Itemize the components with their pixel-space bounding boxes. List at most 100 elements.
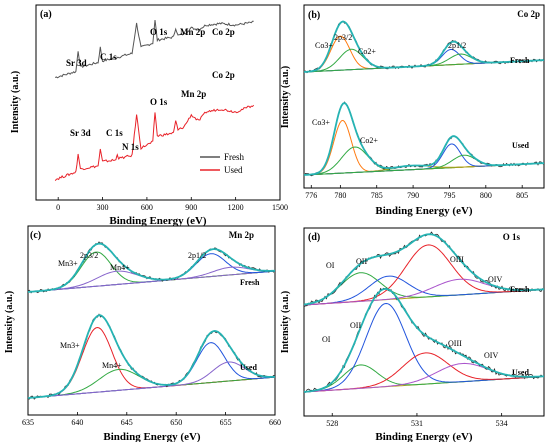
x-tick-label: 0	[56, 203, 60, 212]
a-used-n1s: N 1s	[122, 142, 139, 152]
x-tick-label: 805	[516, 191, 528, 200]
c-fresh-label: Fresh	[240, 278, 260, 287]
raw-spectrum-used	[303, 287, 545, 393]
x-tick-label: 645	[121, 418, 133, 427]
d-fresh-oi-label: OI	[326, 261, 335, 270]
panel-c-frame	[27, 225, 276, 416]
component-fresh-mn2p1-2-mn4-	[27, 266, 275, 293]
x-tick-label: 785	[371, 191, 383, 200]
panel-d-title: O 1s	[503, 232, 521, 242]
d-used-oiii-label: OIII	[448, 339, 462, 348]
component-used-oiv	[303, 362, 545, 393]
a-used-c1s: C 1s	[106, 128, 123, 138]
panel-a: (a) 0 300 600 900 1200 1500 Binding Energy (e…	[10, 4, 288, 227]
d-fresh-label: Fresh	[510, 285, 530, 294]
x-tick-label: 780	[334, 191, 346, 200]
fit-envelope-used	[303, 101, 545, 176]
d-fresh-oii-label: OII	[356, 257, 367, 266]
panel-b: (b) Co 2p 776 780 785 790 795 800 805 Binding …	[280, 4, 545, 217]
panel-a-tag: (a)	[40, 9, 52, 20]
d-fresh-oiv-label: OIV	[488, 275, 502, 284]
component-fresh-co2-	[303, 48, 545, 73]
c-fresh-mn4-label: Mn4+	[110, 263, 130, 272]
panel-b-curves	[303, 20, 545, 177]
panel-b-frame	[303, 4, 545, 189]
panel-a-x-ticks: 0 300 600 900 1200 1500	[56, 197, 288, 212]
raw-spectrum-used	[27, 313, 276, 400]
x-tick-label: 660	[269, 418, 281, 427]
c-used-mn3-label: Mn3+	[60, 341, 80, 350]
a-fresh-o1s: O 1s	[150, 27, 168, 37]
a-used-mn2p: Mn 2p	[181, 89, 206, 99]
x-tick-label: 600	[141, 203, 153, 212]
panel-d-x-ticks: 528 531 534	[326, 413, 508, 428]
fit-envelope-fresh	[27, 242, 275, 293]
component-used-co3-	[303, 119, 545, 176]
panel-a-series	[54, 20, 255, 182]
legend-used-label: Used	[224, 165, 243, 175]
b-2p32-label: 2p3/2	[334, 33, 352, 42]
d-used-oi-label: OI	[322, 335, 331, 344]
component-fresh-oiii	[303, 244, 545, 306]
panel-a-ylabel: Intensity (a.u.)	[10, 71, 21, 134]
c-fresh-mn3-label: Mn3+	[58, 259, 78, 268]
raw-spectrum-fresh	[303, 231, 545, 307]
x-tick-label: 528	[326, 419, 338, 428]
panel-a-legend: Fresh Used	[200, 152, 244, 175]
panel-d-frame	[303, 227, 545, 417]
component-used-co2-	[303, 146, 545, 176]
c-used-mn4-label: Mn4+	[102, 361, 122, 370]
d-fresh-oiii-label: OIII	[450, 255, 464, 264]
component-used-mn4-	[27, 368, 276, 399]
b-used-co3-label: Co3+	[312, 118, 330, 127]
panel-d-ylabel: Intensity (a.u.)	[280, 291, 291, 354]
component-used-mn2p1-2-mn4-	[27, 361, 276, 399]
panel-b-title: Co 2p	[517, 9, 540, 19]
panel-b-x-ticks: 776 780 785 790 795 800 805	[305, 185, 528, 200]
x-tick-label: 531	[411, 419, 423, 428]
component-fresh-co2p1-2-co3-	[303, 48, 545, 73]
component-used-mn2p1-2-mn3-	[27, 342, 276, 399]
x-tick-label: 655	[220, 418, 232, 427]
d-used-oii-label: OII	[350, 321, 361, 330]
c-2p12-label: 2p1/2	[188, 251, 206, 260]
c-2p32-label: 2p3/2	[80, 251, 98, 260]
panel-d-curves	[303, 231, 545, 393]
b-used-label: Used	[512, 141, 529, 150]
a-fresh-c1s: C 1s	[100, 52, 117, 62]
legend-fresh-label: Fresh	[224, 152, 244, 162]
survey-line-used	[54, 104, 255, 182]
panel-b-ylabel: Intensity (a.u.)	[280, 66, 291, 129]
b-fresh-co3-label: Co3+	[315, 41, 333, 50]
panel-c-ylabel: Intensity (a.u.)	[4, 291, 15, 354]
b-2p12-label: 2p1/2	[448, 41, 466, 50]
a-fresh-co2p: Co 2p	[212, 27, 235, 37]
fit-envelope-fresh	[303, 20, 545, 73]
x-tick-label: 800	[480, 191, 492, 200]
a-used-sr3d: Sr 3d	[70, 128, 91, 138]
x-tick-label: 650	[170, 418, 182, 427]
fit-envelope-used	[27, 314, 276, 399]
x-tick-label: 635	[22, 418, 34, 427]
d-used-label: Used	[512, 368, 529, 377]
panel-b-xlabel: Binding Energy (eV)	[375, 205, 473, 217]
x-tick-label: 640	[71, 418, 83, 427]
a-fresh-mn2p: Mn 2p	[180, 27, 205, 37]
x-tick-label: 1500	[272, 203, 288, 212]
panel-d-xlabel: Binding Energy (eV)	[375, 431, 473, 442]
survey-line-fresh	[55, 20, 254, 79]
panel-c-title: Mn 2p	[229, 230, 254, 240]
x-tick-label: 900	[185, 203, 197, 212]
panel-b-tag: (b)	[308, 10, 320, 21]
x-tick-label: 795	[443, 191, 455, 200]
panel-d: (d) O 1s 528 531 534 Binding Energy (eV) I…	[280, 227, 545, 442]
panel-c-x-ticks: 635 640 645 650 655 660	[22, 412, 281, 427]
panel-c-xlabel: Binding Energy (eV)	[103, 431, 201, 442]
c-used-label: Used	[240, 363, 257, 372]
a-fresh-sr3d: Sr 3d	[66, 58, 87, 68]
b-fresh-label: Fresh	[510, 56, 530, 65]
x-tick-label: 1200	[228, 203, 244, 212]
x-tick-label: 300	[97, 203, 109, 212]
panel-d-tag: (d)	[308, 232, 320, 243]
